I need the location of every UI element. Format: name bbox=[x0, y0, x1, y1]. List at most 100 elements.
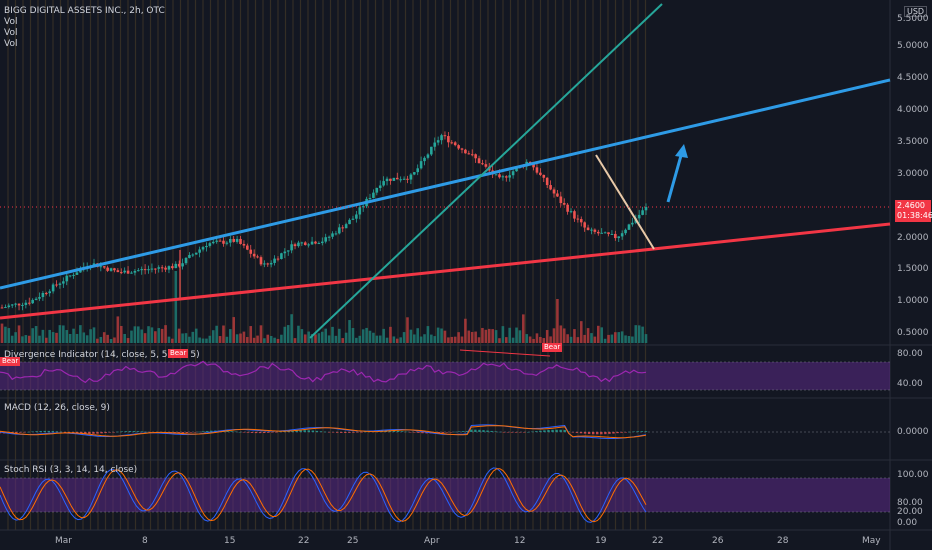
macd-indicator-title[interactable]: MACD (12, 26, close, 9) bbox=[4, 403, 110, 413]
volume-bar bbox=[525, 334, 529, 343]
candle-body bbox=[385, 178, 389, 182]
candle-body bbox=[99, 266, 103, 268]
volume-bar bbox=[215, 325, 218, 343]
macd-bar bbox=[490, 430, 493, 432]
volume-bar bbox=[470, 331, 474, 343]
volume-bar bbox=[535, 333, 539, 343]
candle-body bbox=[17, 303, 21, 306]
volume-bar bbox=[487, 328, 491, 343]
volume-bar bbox=[341, 338, 345, 343]
stoch-rsi-title[interactable]: Stoch RSI (3, 3, 14, 14, close) bbox=[4, 465, 138, 475]
macd-bar bbox=[510, 432, 514, 433]
volume-bar bbox=[586, 328, 590, 343]
macd-bar bbox=[559, 429, 562, 432]
candle-body bbox=[252, 253, 256, 257]
divergence-line bbox=[0, 360, 647, 384]
candle-body bbox=[7, 305, 11, 308]
macd-bar bbox=[181, 432, 185, 434]
candle-body bbox=[440, 135, 443, 141]
macd-bar bbox=[514, 432, 518, 433]
macd-bar bbox=[43, 430, 46, 432]
vol-label[interactable]: Vol bbox=[4, 17, 18, 27]
candle-body bbox=[113, 268, 116, 271]
volume-bar bbox=[355, 337, 358, 343]
volume-bar bbox=[644, 334, 648, 343]
volume-bar bbox=[205, 338, 208, 343]
symbol-title[interactable]: BIGG DIGITAL ASSETS INC., 2h, OTC bbox=[4, 6, 165, 16]
divergence-indicator-title[interactable]: Divergence Indicator (14, close, 5, 5, 6… bbox=[4, 350, 200, 360]
volume-bar bbox=[518, 330, 522, 343]
candle-body bbox=[184, 257, 188, 264]
candle-body bbox=[266, 263, 270, 265]
volume-bar bbox=[385, 337, 389, 343]
candle-body bbox=[467, 153, 471, 155]
macd-bar bbox=[226, 430, 229, 432]
volume-bar bbox=[375, 335, 379, 343]
macd-bar bbox=[401, 431, 404, 432]
volume-bar bbox=[338, 328, 341, 343]
candle-body bbox=[450, 142, 454, 144]
candle-body bbox=[430, 146, 433, 155]
volume-bar bbox=[624, 335, 627, 343]
macd-bar bbox=[201, 431, 205, 432]
candle-body bbox=[75, 272, 79, 275]
macd-bar bbox=[323, 431, 327, 433]
vol-label[interactable]: Vol bbox=[4, 39, 18, 49]
candle-body bbox=[235, 238, 239, 242]
candle-body bbox=[293, 244, 297, 247]
stoch-axis-tick: 20.00 bbox=[897, 507, 923, 517]
candle-body bbox=[225, 242, 229, 244]
macd-bar bbox=[266, 432, 270, 433]
volume-bar bbox=[154, 331, 157, 343]
volume-bar bbox=[641, 326, 644, 343]
macd-bar bbox=[518, 432, 522, 433]
candle-body bbox=[614, 233, 617, 239]
volume-bar bbox=[99, 336, 103, 343]
candle-body bbox=[382, 181, 385, 186]
volume-bar bbox=[286, 325, 290, 343]
candle-body bbox=[194, 252, 198, 255]
candles bbox=[0, 131, 648, 311]
candle-body bbox=[27, 302, 31, 304]
volume-bar bbox=[293, 338, 297, 343]
candle-body bbox=[62, 281, 65, 284]
volume-bar bbox=[549, 336, 552, 343]
price-tick: 3.5000 bbox=[897, 137, 929, 147]
vol-label[interactable]: Vol bbox=[4, 28, 18, 38]
volume-bar bbox=[211, 330, 215, 343]
volume-bar bbox=[174, 271, 178, 343]
macd-bar bbox=[311, 430, 315, 432]
macd-bar bbox=[63, 432, 67, 433]
candle-body bbox=[106, 267, 109, 271]
volume-bar bbox=[133, 326, 137, 343]
macd-bar bbox=[591, 432, 595, 435]
macd-bar bbox=[23, 432, 26, 433]
candle-body bbox=[494, 174, 498, 176]
price-tick: 5.5000 bbox=[897, 14, 929, 24]
macd-bar bbox=[35, 431, 38, 432]
macd-bar bbox=[494, 431, 497, 432]
macd-bar bbox=[535, 431, 538, 432]
candle-body bbox=[416, 168, 420, 173]
volume-bar bbox=[416, 328, 420, 343]
currency-tag[interactable]: USD bbox=[904, 6, 928, 17]
volume-bar bbox=[55, 332, 58, 343]
candle-body bbox=[624, 229, 627, 234]
candle-body bbox=[222, 240, 225, 244]
candle-body bbox=[310, 241, 314, 245]
volume-bar bbox=[481, 327, 484, 343]
time-tick: 28 bbox=[777, 536, 789, 546]
upper-channel-line bbox=[0, 78, 891, 290]
candle-body bbox=[24, 302, 28, 305]
candle-body bbox=[232, 238, 236, 242]
volume-bar bbox=[447, 337, 450, 343]
candle-body bbox=[119, 272, 123, 274]
macd-bar bbox=[136, 431, 140, 432]
candle-body bbox=[276, 258, 280, 260]
volume-bar bbox=[631, 336, 634, 343]
candle-body bbox=[453, 142, 457, 146]
volume-bar bbox=[41, 329, 45, 343]
macd-bar bbox=[124, 431, 128, 432]
candle-body bbox=[211, 241, 215, 244]
